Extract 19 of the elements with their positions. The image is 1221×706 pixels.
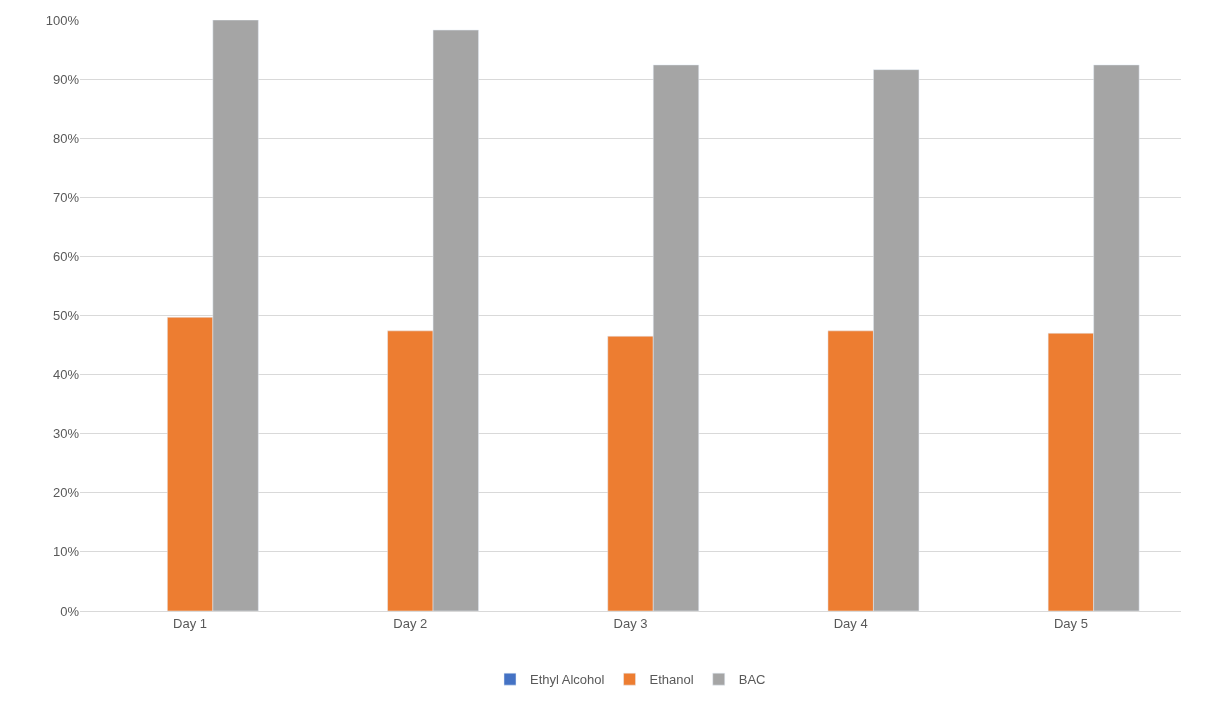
x-tick-label: Day 2 <box>393 615 428 631</box>
y-tick-label: 20% <box>52 485 80 501</box>
legend-label: BAC <box>738 672 766 688</box>
y-tick-label: 50% <box>52 308 80 324</box>
y-tick-label: 80% <box>52 130 80 146</box>
x-tick-label: Day 1 <box>173 615 208 631</box>
y-tick-label: 90% <box>52 71 80 87</box>
legend-label: Ethanol <box>649 672 694 688</box>
y-tick-label: 40% <box>52 367 80 383</box>
y-tick-label: 30% <box>52 426 80 442</box>
x-tick-label: Day 5 <box>1053 615 1088 631</box>
legend-label: Ethyl Alcohol <box>530 672 605 688</box>
y-tick-label: 60% <box>52 248 80 264</box>
y-tick-label: 10% <box>52 544 80 560</box>
x-tick-label: Day 4 <box>833 615 868 631</box>
y-tick-label: 0% <box>60 603 80 619</box>
y-tick-label: 100% <box>45 12 80 28</box>
x-tick-label: Day 3 <box>613 615 648 631</box>
y-tick-label: 70% <box>52 189 80 205</box>
